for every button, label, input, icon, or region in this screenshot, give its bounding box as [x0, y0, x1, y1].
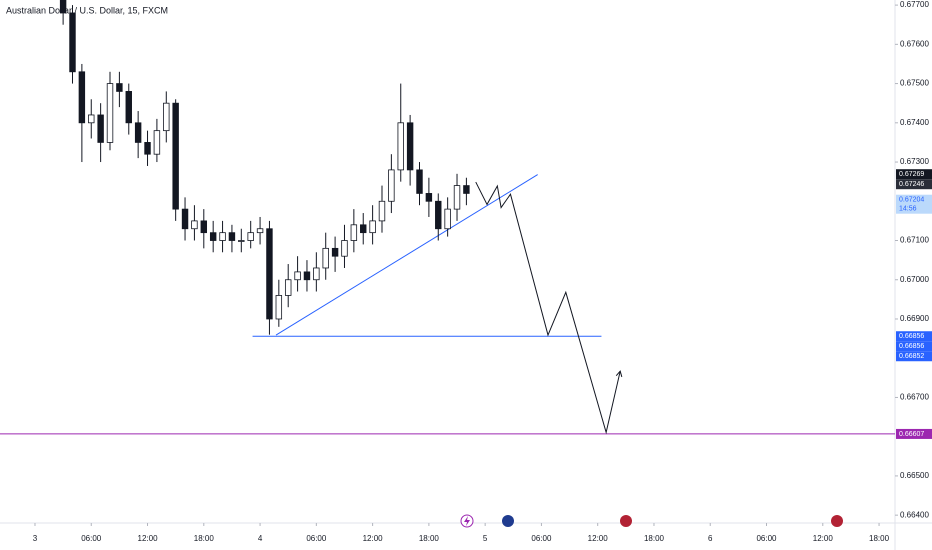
y-tick-label: 0.67700: [900, 0, 929, 9]
x-tick-label: 06:00: [531, 534, 552, 543]
y-tick-label: 0.67500: [900, 79, 929, 88]
candle-body: [331, 247, 339, 257]
trend-line: [275, 174, 538, 336]
candle-body: [238, 240, 245, 242]
price-label-bg: [896, 194, 932, 214]
y-tick-label: 0.67400: [900, 118, 929, 127]
x-tick-label: 06:00: [306, 534, 327, 543]
candle-body: [397, 122, 404, 171]
candle-body: [59, 0, 67, 14]
candle-body: [125, 91, 132, 124]
price-label: 0.66856: [899, 333, 924, 340]
event-icon: [831, 515, 843, 527]
candle-body: [425, 193, 433, 202]
candle-body: [69, 12, 76, 73]
price-label-bg: [896, 341, 932, 352]
candle-body: [134, 122, 142, 143]
x-tick-label: 12:00: [588, 534, 609, 543]
price-label-bg: [896, 179, 932, 190]
x-tick-label: 06:00: [756, 534, 777, 543]
candle-body: [350, 224, 358, 241]
price-label: 0.66607: [899, 431, 924, 438]
price-label-bg: [896, 169, 932, 180]
price-label: 0.67246: [899, 181, 924, 188]
candle-body: [416, 169, 423, 194]
candle-body: [303, 271, 311, 281]
candle-body: [247, 232, 254, 241]
candle-body: [444, 208, 451, 230]
candle-body: [322, 247, 329, 269]
price-label-bg: [896, 428, 932, 439]
projection-path: [475, 181, 621, 435]
candle-body: [191, 220, 198, 230]
candle-body: [163, 102, 170, 132]
candle-body: [294, 271, 301, 281]
x-tick-label: 12:00: [138, 534, 159, 543]
y-tick-label: 0.67100: [900, 236, 929, 245]
candle-body: [97, 114, 104, 143]
candle-body: [388, 169, 395, 202]
price-label-bg: [896, 351, 932, 362]
candle-body: [256, 228, 264, 234]
candle-body: [369, 220, 376, 234]
candle-body: [313, 267, 320, 281]
y-tick-label: 0.66500: [900, 471, 929, 480]
candle-body: [209, 232, 217, 241]
x-tick-label: 18:00: [644, 534, 665, 543]
candle-body: [228, 232, 236, 241]
candle-body: [153, 130, 161, 155]
candle-body: [106, 83, 114, 143]
candle-body: [78, 71, 86, 124]
x-tick-label: 5: [483, 534, 488, 543]
candle-body: [378, 200, 386, 222]
candle-body: [275, 295, 283, 320]
x-tick-label: 18:00: [869, 534, 890, 543]
x-tick-label: 18:00: [194, 534, 215, 543]
y-tick-label: 0.67300: [900, 157, 929, 166]
price-label-bg: [896, 331, 932, 342]
candle-body: [144, 142, 151, 155]
x-tick-label: 12:00: [363, 534, 384, 543]
y-tick-label: 0.66900: [900, 314, 929, 323]
price-label: 0.67204: [899, 197, 924, 204]
event-icon: [502, 515, 514, 527]
price-label: 0.66856: [899, 343, 924, 350]
candle-body: [453, 185, 461, 210]
event-icons: [460, 514, 843, 528]
candle-body: [284, 279, 292, 296]
x-tick-label: 06:00: [81, 534, 102, 543]
candle-body: [266, 228, 273, 320]
candle-body: [200, 220, 208, 234]
y-tick-label: 0.66700: [900, 393, 929, 402]
candle-body: [463, 185, 470, 194]
candle-body: [172, 102, 179, 210]
candle-body: [406, 122, 414, 171]
x-tick-label: 6: [708, 534, 713, 543]
x-tick-label: 12:00: [813, 534, 834, 543]
y-tick-label: 0.67600: [900, 39, 929, 48]
candle-body: [219, 232, 226, 241]
x-tick-label: 3: [33, 534, 38, 543]
projection-arrowhead: [615, 370, 623, 378]
x-tick-label: 18:00: [419, 534, 440, 543]
y-tick-label: 0.66400: [900, 510, 929, 519]
candle-body: [435, 200, 442, 230]
candle-body: [181, 208, 189, 230]
candle-body: [116, 83, 123, 92]
candle-body: [360, 224, 367, 234]
y-tick-label: 0.67000: [900, 275, 929, 284]
price-label: 0.66852: [899, 353, 924, 360]
x-tick-label: 4: [258, 534, 263, 543]
event-icon: [464, 516, 470, 526]
chart-title: Australian Dollar / U.S. Dollar, 15, FXC…: [6, 5, 168, 15]
event-icon: [620, 515, 632, 527]
price-label: 0.67269: [899, 171, 924, 178]
countdown: 14:56: [899, 206, 917, 213]
candle-body: [88, 114, 95, 124]
candle-body: [341, 240, 348, 257]
